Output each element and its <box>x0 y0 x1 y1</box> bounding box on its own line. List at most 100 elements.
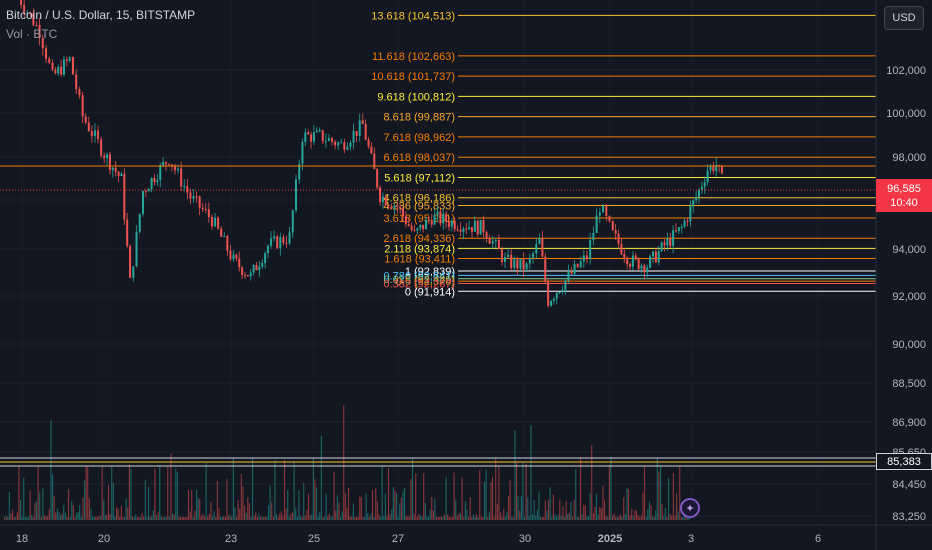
volume-bar <box>495 457 497 520</box>
candle-body <box>476 220 479 235</box>
candle-body <box>715 165 718 172</box>
volume-bar <box>405 515 407 520</box>
candle-body <box>448 222 450 227</box>
volume-bar <box>644 466 646 520</box>
volume-bar <box>605 515 607 520</box>
volume-bar <box>410 479 412 520</box>
volume-bar <box>308 493 310 520</box>
candle-body <box>697 189 700 197</box>
candle-body <box>186 186 189 193</box>
volume-bar <box>34 503 36 520</box>
candle-body <box>649 256 652 268</box>
volume-legend: Vol · BTC <box>6 27 58 41</box>
volume-bar <box>520 495 522 520</box>
candle-body <box>120 173 123 176</box>
candle-body <box>273 236 276 239</box>
volume-bar <box>344 492 346 520</box>
candle-body <box>538 238 541 244</box>
volume-bar <box>69 516 71 520</box>
price-tick-label: 102,000 <box>886 65 926 77</box>
volume-bar <box>676 493 678 520</box>
candle-body <box>579 261 582 268</box>
volume-bar <box>463 516 465 520</box>
volume-bar <box>68 489 70 520</box>
candle-body <box>631 255 634 267</box>
price-tick-label: 88,500 <box>892 378 926 390</box>
volume-bar <box>504 516 506 520</box>
volume-bar <box>584 505 586 520</box>
volume-bar <box>445 476 447 520</box>
volume-bar <box>32 516 34 520</box>
volume-bar <box>575 469 577 520</box>
volume-bar <box>672 472 674 520</box>
fib-level-label: 6.618 (98,037) <box>383 152 455 164</box>
volume-bar <box>496 503 498 520</box>
candle-body <box>87 122 90 132</box>
volume-bar <box>274 460 276 520</box>
volume-bar <box>309 515 311 520</box>
volume-bar <box>565 500 567 520</box>
volume-bar <box>162 516 164 520</box>
candle-body <box>103 155 106 158</box>
volume-bar <box>212 516 214 520</box>
candle-body <box>241 267 244 275</box>
low-line-price-label: 85,383 <box>876 453 932 470</box>
volume-bar <box>679 466 681 520</box>
volume-bar <box>588 515 590 520</box>
candle-body <box>270 238 273 246</box>
volume-bar <box>279 513 281 520</box>
currency-button[interactable]: USD <box>884 6 924 30</box>
candle-body <box>62 59 65 75</box>
volume-bar <box>653 516 655 520</box>
volume-bar <box>388 468 390 520</box>
volume-bar <box>647 509 649 520</box>
volume-bar <box>260 516 262 520</box>
volume-bar <box>370 513 372 520</box>
volume-bar <box>100 516 102 520</box>
volume-bar <box>237 500 239 520</box>
volume-bar <box>472 514 474 520</box>
volume-bar <box>642 492 644 520</box>
candle-body <box>304 132 307 142</box>
candle-body <box>640 265 643 269</box>
candle-body <box>689 206 692 222</box>
volume-bar <box>199 498 201 520</box>
volume-bar <box>548 500 550 520</box>
current-price-value: 96,585 <box>887 182 921 195</box>
candle-body <box>252 265 255 273</box>
volume-bar <box>519 510 521 520</box>
candle-body <box>71 57 74 75</box>
candle-body <box>29 12 32 14</box>
volume-bar <box>26 516 28 520</box>
candle-body <box>129 246 132 278</box>
sparkle-icon[interactable]: ✦ <box>680 498 700 518</box>
volume-bar <box>637 514 639 520</box>
volume-bar <box>455 500 457 520</box>
candle-body <box>20 0 23 5</box>
volume-bar <box>87 467 89 520</box>
volume-bar <box>74 516 76 520</box>
candle-body <box>294 179 297 211</box>
volume-bar <box>346 507 348 520</box>
volume-bar <box>453 472 455 520</box>
volume-bar <box>663 516 665 520</box>
volume-bar <box>164 516 166 520</box>
volume-bar <box>389 514 391 520</box>
volume-bar <box>213 511 215 520</box>
volume-bar <box>173 514 175 520</box>
volume-bar <box>130 468 132 520</box>
time-axis[interactable]: 18 20 23 25 27 30 2025 3 6 <box>16 533 821 545</box>
volume-bar <box>229 514 231 520</box>
candle-body <box>544 256 547 282</box>
volume-bar <box>85 466 87 520</box>
volume-bar <box>456 515 458 520</box>
volume-bar <box>92 516 94 520</box>
candle-body <box>358 120 361 136</box>
volume-bar <box>528 516 530 520</box>
candle-body <box>410 225 413 230</box>
volume-bar <box>42 488 44 520</box>
volume-bar <box>141 512 143 520</box>
candle-body <box>700 186 703 190</box>
volume-bar <box>348 487 350 520</box>
